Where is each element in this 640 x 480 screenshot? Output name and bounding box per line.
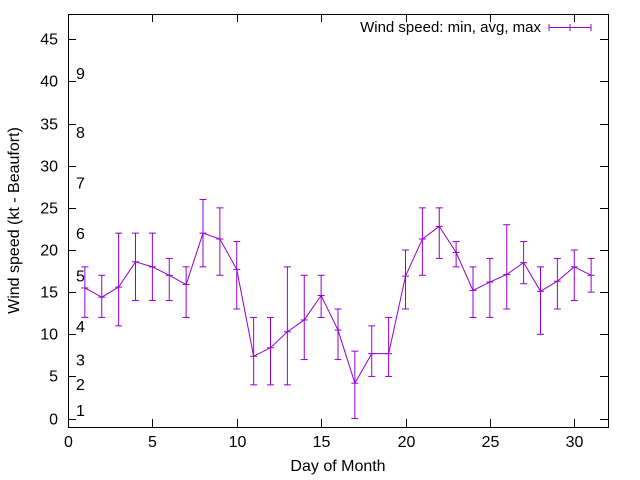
beaufort-label: 6	[76, 226, 85, 243]
x-tick-label: 5	[148, 434, 157, 451]
x-tick-label: 0	[64, 434, 73, 451]
beaufort-label: 7	[76, 176, 85, 193]
y-tick-label: 0	[49, 412, 58, 429]
y-tick-label: 15	[40, 285, 58, 302]
y-tick-label: 5	[49, 369, 58, 386]
beaufort-label: 4	[76, 319, 85, 336]
beaufort-label: 9	[76, 66, 85, 83]
beaufort-label: 1	[76, 403, 85, 420]
plot-frame	[68, 14, 609, 428]
y-tick-label: 20	[40, 243, 58, 260]
y-tick-label: 10	[40, 327, 58, 344]
y-axis-label: Wind speed (kt - Beaufort)	[6, 127, 23, 314]
x-tick-label: 30	[566, 434, 584, 451]
x-tick-label: 10	[229, 434, 247, 451]
y-tick-label: 30	[40, 159, 58, 176]
legend: Wind speed: min, avg, max	[360, 19, 592, 36]
x-axis-label: Day of Month	[290, 458, 385, 475]
wind-series	[81, 198, 595, 420]
beaufort-label: 5	[76, 268, 85, 285]
y-tick-label: 25	[40, 201, 58, 218]
legend-entry-label: Wind speed: min, avg, max	[360, 19, 541, 36]
beaufort-scale: 1 2 3 4 5 6 7 8 9	[76, 66, 85, 420]
beaufort-label: 8	[76, 125, 85, 142]
x-tick-label: 20	[398, 434, 416, 451]
y-tick-label: 35	[40, 117, 58, 134]
legend-sample	[548, 24, 592, 31]
y-tick-label: 45	[40, 32, 58, 49]
x-tick-label: 15	[313, 434, 331, 451]
x-tick-label: 25	[482, 434, 500, 451]
y-tick-label: 40	[40, 74, 58, 91]
x-axis-ticks: 0 5 10 15 20 25 30	[64, 14, 584, 451]
beaufort-label: 3	[76, 353, 85, 370]
beaufort-label: 2	[76, 377, 85, 394]
